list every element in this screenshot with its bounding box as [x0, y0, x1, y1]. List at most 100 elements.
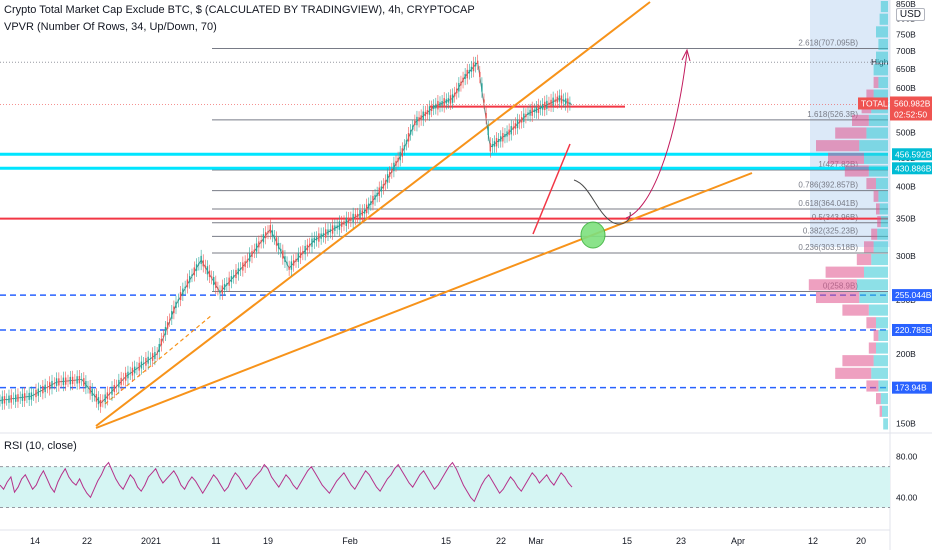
candle-body — [453, 92, 456, 97]
vpvr-bar-up — [876, 26, 888, 38]
candle-body — [118, 379, 120, 388]
vpvr-bar-up — [879, 203, 888, 215]
fib-level-label: 0.236(303.518B) — [798, 243, 858, 252]
vpvr-bar-down — [876, 393, 881, 405]
candle-body — [95, 394, 98, 402]
candle-body — [546, 100, 548, 110]
candle-body — [336, 225, 338, 229]
candle-body — [447, 98, 450, 103]
candle-body — [55, 378, 58, 386]
candle-body — [21, 393, 24, 401]
candle-body — [541, 104, 544, 110]
vpvr-bar-down — [844, 165, 869, 177]
candle-body — [449, 95, 452, 104]
candle-body — [479, 71, 481, 78]
candle-body — [138, 362, 140, 371]
vpvr-bar-down — [873, 76, 879, 89]
candle-body — [309, 243, 311, 247]
series-name-tag — [858, 97, 888, 110]
candle-body — [277, 242, 280, 249]
forecast-path — [573, 179, 631, 225]
candle-body — [533, 109, 535, 113]
candle-body — [468, 69, 471, 74]
candle-body — [293, 260, 295, 266]
candle-body — [239, 268, 242, 270]
vpvr-bar-down — [828, 152, 864, 164]
candle-body — [97, 397, 100, 405]
vpvr-bar-up — [876, 342, 888, 354]
candle-body — [409, 130, 412, 135]
vpvr-bar-up — [871, 253, 888, 266]
vpvr-bar-up — [864, 152, 888, 164]
candle-body — [311, 238, 313, 247]
candle-body — [273, 235, 276, 239]
candle-body — [184, 286, 186, 289]
candle-body — [154, 351, 156, 359]
candle-body — [357, 213, 359, 218]
vpvr-bar-down — [866, 89, 874, 101]
candle-body — [12, 398, 15, 400]
candle-body — [169, 319, 171, 321]
candle-body — [502, 133, 504, 142]
price-tick-label: 600B — [896, 83, 916, 93]
candle-body — [182, 288, 184, 295]
candle-body — [69, 376, 71, 385]
candle-body — [145, 357, 147, 366]
candle-body — [322, 233, 325, 237]
rsi-legend[interactable]: RSI (10, close) — [4, 440, 77, 452]
level-price-tag — [892, 323, 932, 336]
candle-body — [386, 174, 389, 183]
candle-body — [175, 301, 177, 308]
candle-body — [290, 261, 293, 270]
candle-body — [483, 99, 485, 103]
candle-body — [60, 381, 62, 383]
currency-button[interactable]: USD — [895, 8, 925, 21]
candle-body — [142, 362, 145, 364]
candle-body — [19, 397, 21, 399]
vpvr-legend[interactable]: VPVR (Number Of Rows, 34, Up/Down, 70) — [4, 21, 217, 33]
level-price-tag — [892, 162, 932, 175]
candle-body — [42, 385, 44, 394]
time-tick-label: 15 — [622, 536, 632, 546]
vpvr-bar-up — [883, 418, 888, 430]
rsi-tick-label: 40.00 — [896, 492, 918, 502]
candle-body — [186, 279, 189, 288]
candle-body — [262, 234, 265, 243]
candle-body — [567, 98, 569, 107]
candle-body — [424, 111, 427, 117]
candle-body — [210, 276, 213, 279]
candle-body — [350, 217, 352, 221]
candle-body — [299, 252, 302, 258]
candle-body — [508, 129, 510, 136]
time-tick-label: 11 — [211, 536, 220, 546]
candle-body — [191, 274, 193, 277]
candle-body — [76, 376, 78, 384]
candle-body — [109, 392, 111, 394]
candle-body — [244, 261, 246, 267]
candle-body — [560, 95, 563, 104]
candle-body — [39, 390, 42, 392]
candle-body — [149, 358, 152, 360]
candle-body — [439, 102, 441, 107]
candle-body — [228, 277, 230, 286]
vpvr-bar-up — [866, 127, 888, 139]
candle-body — [89, 385, 91, 394]
target-ellipse — [580, 221, 606, 249]
vpvr-bar-up — [882, 405, 888, 417]
candle-body — [193, 267, 195, 276]
candle-body — [258, 241, 260, 248]
vpvr-bar-down — [871, 228, 878, 240]
candle-body — [428, 106, 431, 115]
vpvr-bar-up — [878, 38, 888, 51]
candle-body — [265, 232, 267, 239]
candle-body — [91, 388, 93, 396]
candle-body — [120, 377, 122, 385]
price-tick-label: 200B — [896, 349, 916, 359]
candle-body — [497, 138, 500, 143]
vpvr-bar-down — [866, 178, 876, 190]
vpvr-bar-up — [868, 165, 888, 177]
candle-body — [343, 221, 345, 225]
candle-body — [491, 144, 494, 148]
rsi-line — [0, 461, 573, 503]
